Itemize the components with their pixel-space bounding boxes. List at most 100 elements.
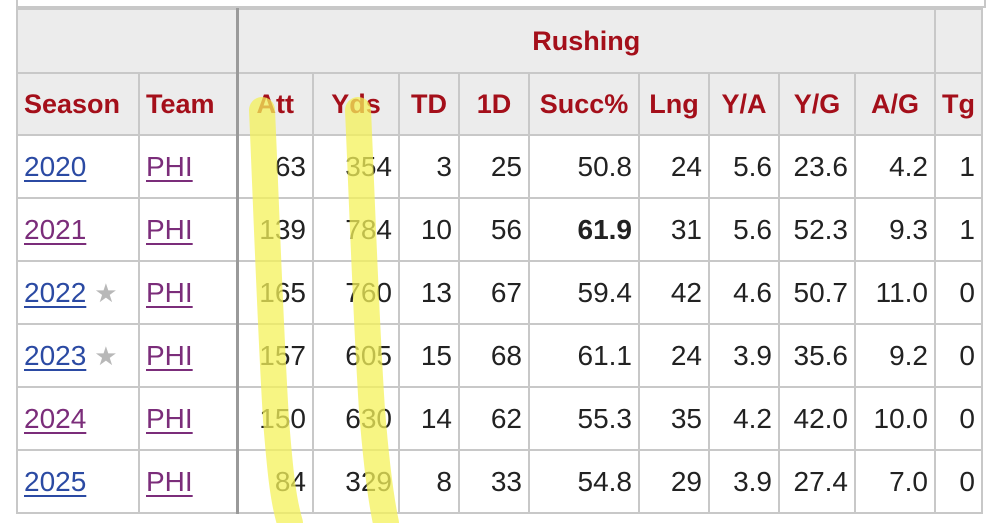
cell-ag: 9.3 [854, 197, 936, 262]
table-row: 2022 ★ PHI 165 760 13 67 59.4 42 4.6 50.7 11.0 0 [16, 260, 983, 325]
cell-ya: 3.9 [708, 323, 780, 388]
cell-yds: 630 [312, 386, 400, 451]
group-header-row: Rushing [16, 8, 983, 74]
team-link[interactable]: PHI [146, 402, 193, 434]
cell-yg: 50.7 [778, 260, 856, 325]
col-header-att[interactable]: Att [236, 72, 314, 136]
cell-succ: 61.1 [528, 323, 640, 388]
cell-td: 10 [398, 197, 460, 262]
cell-att: 157 [236, 323, 314, 388]
cell-yds: 760 [312, 260, 400, 325]
cell-ya: 4.6 [708, 260, 780, 325]
cell-tg: 0 [934, 386, 983, 451]
col-header-ag[interactable]: A/G [854, 72, 936, 136]
col-header-yg[interactable]: Y/G [778, 72, 856, 136]
cell-succ: 54.8 [528, 449, 640, 514]
cell-yg: 35.6 [778, 323, 856, 388]
cell-lng: 35 [638, 386, 710, 451]
cell-ya: 5.6 [708, 134, 780, 199]
col-header-lng[interactable]: Lng [638, 72, 710, 136]
cell-tg: 0 [934, 323, 983, 388]
cell-ya: 3.9 [708, 449, 780, 514]
cell-fd: 25 [458, 134, 530, 199]
season-link[interactable]: 2021 [24, 213, 87, 245]
cell-lng: 24 [638, 323, 710, 388]
team-cell: PHI [138, 449, 239, 514]
cell-lng: 31 [638, 197, 710, 262]
col-header-team[interactable]: Team [138, 72, 239, 136]
col-header-ya[interactable]: Y/A [708, 72, 780, 136]
cell-fd: 68 [458, 323, 530, 388]
col-header-succ-pct[interactable]: Succ% [528, 72, 640, 136]
col-header-1d[interactable]: 1D [458, 72, 530, 136]
cell-succ: 50.8 [528, 134, 640, 199]
rushing-stats-table: Rushing Season Team Att Yds TD 1D Succ% … [16, 8, 983, 514]
col-header-season[interactable]: Season [16, 72, 140, 136]
cell-yds: 605 [312, 323, 400, 388]
cell-td: 8 [398, 449, 460, 514]
cell-fd: 33 [458, 449, 530, 514]
cell-ya: 5.6 [708, 197, 780, 262]
team-link[interactable]: PHI [146, 465, 193, 497]
cell-lng: 24 [638, 134, 710, 199]
season-link[interactable]: 2024 [24, 402, 87, 434]
season-cell: 2023 ★ [16, 323, 140, 388]
cell-lng: 29 [638, 449, 710, 514]
col-header-tgt[interactable]: Tg [934, 72, 983, 136]
table-row: 2025 PHI 84 329 8 33 54.8 29 3.9 27.4 7.0 0 [16, 449, 983, 514]
table-row: 2021 PHI 139 784 10 56 61.9 31 5.6 52.3 9.3 1 [16, 197, 983, 262]
cell-td: 13 [398, 260, 460, 325]
season-link[interactable]: 2025 [24, 465, 87, 497]
cell-att: 63 [236, 134, 314, 199]
cell-yg: 23.6 [778, 134, 856, 199]
team-cell: PHI [138, 134, 239, 199]
cell-tg: 0 [934, 449, 983, 514]
cell-fd: 56 [458, 197, 530, 262]
cell-yg: 27.4 [778, 449, 856, 514]
col-header-td[interactable]: TD [398, 72, 460, 136]
season-cell: 2021 [16, 197, 140, 262]
cell-tg: 0 [934, 260, 983, 325]
cell-succ: 61.9 [528, 197, 640, 262]
cell-att: 139 [236, 197, 314, 262]
col-header-yds[interactable]: Yds [312, 72, 400, 136]
season-cell: 2020 [16, 134, 140, 199]
cell-ya: 4.2 [708, 386, 780, 451]
team-link[interactable]: PHI [146, 276, 193, 308]
season-link[interactable]: 2023 [24, 339, 87, 371]
blank-group-cell [16, 8, 239, 74]
table-top-edge [16, 0, 986, 8]
season-link[interactable]: 2020 [24, 150, 87, 182]
cell-yg: 52.3 [778, 197, 856, 262]
cell-yds: 354 [312, 134, 400, 199]
cell-td: 3 [398, 134, 460, 199]
cell-yg: 42.0 [778, 386, 856, 451]
season-cell: 2022 ★ [16, 260, 140, 325]
team-link[interactable]: PHI [146, 150, 193, 182]
cell-ag: 4.2 [854, 134, 936, 199]
cell-lng: 42 [638, 260, 710, 325]
cell-fd: 62 [458, 386, 530, 451]
cell-yds: 784 [312, 197, 400, 262]
cell-fd: 67 [458, 260, 530, 325]
team-cell: PHI [138, 197, 239, 262]
table-row: 2020 PHI 63 354 3 25 50.8 24 5.6 23.6 4.2 1 [16, 134, 983, 199]
table-row: 2023 ★ PHI 157 605 15 68 61.1 24 3.9 35.6 9.2 0 [16, 323, 983, 388]
receiving-group-header-partial [934, 8, 983, 74]
team-cell: PHI [138, 323, 239, 388]
column-header-row: Season Team Att Yds TD 1D Succ% Lng Y/A … [16, 72, 983, 136]
cell-succ: 55.3 [528, 386, 640, 451]
team-link[interactable]: PHI [146, 339, 193, 371]
cell-succ: 59.4 [528, 260, 640, 325]
season-cell: 2024 [16, 386, 140, 451]
season-cell: 2025 [16, 449, 140, 514]
rushing-group-header: Rushing [236, 8, 936, 74]
pro-bowl-star-icon: ★ [94, 277, 118, 308]
cell-tg: 1 [934, 134, 983, 199]
pro-bowl-star-icon: ★ [94, 340, 118, 371]
team-link[interactable]: PHI [146, 213, 193, 245]
cell-ag: 9.2 [854, 323, 936, 388]
team-cell: PHI [138, 386, 239, 451]
season-link[interactable]: 2022 [24, 276, 87, 308]
